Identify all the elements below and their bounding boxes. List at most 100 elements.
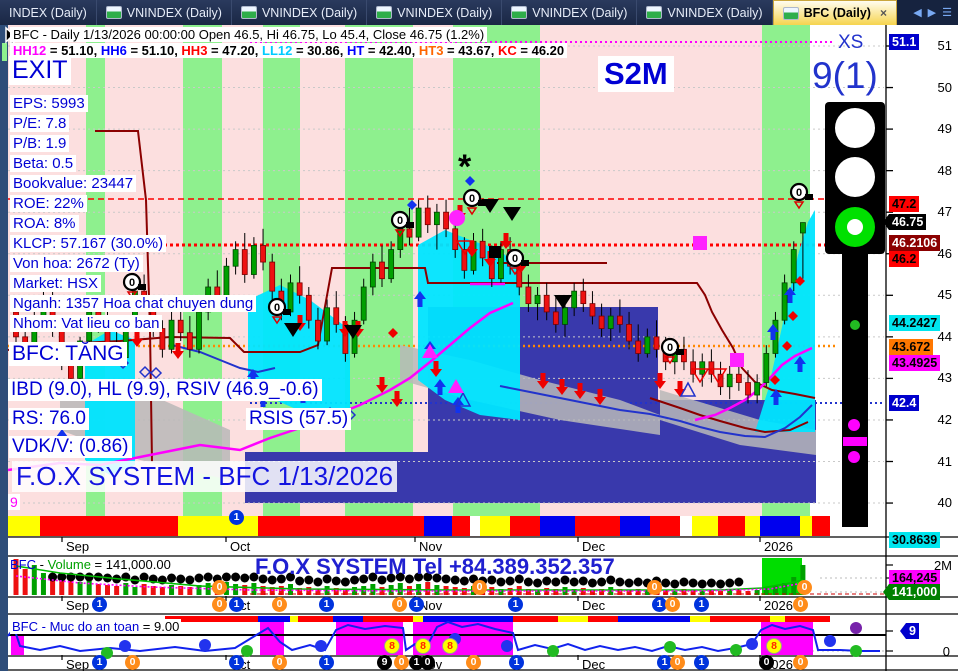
axis-marker: 0	[394, 655, 409, 670]
price-tick: 48	[937, 162, 952, 178]
axis-marker: 9	[377, 655, 392, 670]
safety-value: = 9.00	[139, 619, 180, 634]
star-marker: *	[458, 148, 472, 186]
chart-icon	[376, 6, 393, 19]
fox-system-title: F.O.X SYSTEM - BFC 1/13/2026	[12, 461, 398, 492]
info-row: Nhom: Vat lieu co ban	[10, 315, 163, 332]
info-row: P/B: 1.9	[10, 135, 70, 152]
axis-badge: 43.672	[889, 339, 934, 355]
month-label: Nov	[419, 598, 443, 613]
price-tick: 51	[937, 38, 952, 53]
axis-marker: 1	[409, 597, 424, 612]
volume-value: = 141,000.00	[90, 557, 171, 572]
tab-bfc-daily[interactable]: BFC (Daily) ×	[772, 0, 897, 25]
axis-marker: 0	[472, 580, 487, 595]
safety-level-8: 8	[766, 638, 782, 654]
tab-vnindex-daily-[interactable]: VNINDEX (Daily)	[502, 0, 638, 25]
tab-vnindex-daily-[interactable]: VNINDEX (Daily)	[637, 0, 773, 25]
month-label: Sep	[66, 598, 90, 613]
month-label: Dec	[582, 657, 606, 671]
chart-icon	[240, 6, 257, 19]
inactive-tabs: INDEX (Daily) VNINDEX (Daily) VNINDEX (Dai…	[0, 0, 773, 25]
info-row: Market: HSX	[10, 275, 102, 292]
svg-text:0: 0	[129, 277, 135, 289]
axis-badge: 46.2	[889, 251, 920, 267]
axis-marker: 0	[420, 655, 435, 670]
tab-nav: ◀ ▶ ☰	[907, 0, 958, 25]
axis-marker: 1	[229, 655, 244, 670]
axis-badge: 46.2106	[889, 235, 941, 251]
info-row: Nganh: 1357 Hoa chat chuyen dung	[10, 295, 257, 312]
volume-axis-tick: 2M	[933, 558, 952, 573]
axis-marker: 0	[793, 655, 808, 670]
tab-vnindex-daily-[interactable]: VNINDEX (Daily)	[231, 0, 368, 25]
axis-marker: 0	[125, 655, 140, 670]
tab-bar: INDEX (Daily) VNINDEX (Daily) VNINDEX (Dai…	[0, 0, 958, 25]
tab-menu-icon[interactable]: ☰	[942, 7, 952, 19]
axis-marker: 0	[797, 580, 812, 595]
vdk-value: VDK/V: (0.86)	[9, 436, 132, 458]
prev-tab-icon[interactable]: ◀	[913, 7, 922, 19]
tab-vnindex-daily-[interactable]: VNINDEX (Daily)	[96, 0, 232, 25]
chart-title: BFC - Daily 1/13/2026 00:00:00 Open 46.5…	[10, 27, 488, 42]
info-row: Von hoa: 2672 (Ty)	[10, 255, 143, 272]
month-label: Nov	[419, 539, 443, 554]
indicator-values: HH12 = 51.10, HH6 = 51.10, HH3 = 47.20, …	[10, 43, 568, 58]
month-label: 2026	[764, 598, 793, 613]
axis-marker: 1	[229, 510, 244, 525]
axis-badge: 9	[900, 623, 919, 639]
safety-label: BFC - Muc do an toan = 9.00	[10, 619, 182, 634]
axis-marker: 1	[508, 597, 523, 612]
svg-text:0: 0	[397, 215, 403, 227]
safety-axis-zero: 0	[942, 644, 950, 659]
watermark-contact: F.O.X SYSTEM Tel +84.389.352.357	[255, 554, 615, 579]
count-label: 9	[8, 494, 20, 510]
info-row: ROA: 8%	[10, 215, 79, 232]
axis-badge: 141,000	[883, 584, 941, 600]
close-icon[interactable]: ×	[879, 6, 887, 20]
axis-marker: 0	[212, 580, 227, 595]
axis-marker: 0	[392, 597, 407, 612]
chart-icon	[105, 6, 122, 19]
chart-icon	[782, 6, 799, 20]
ibd-line: IBD (9.0), HL (9.9), RSIV (46.9_-0.6)	[8, 379, 322, 401]
xs-signal: XS	[838, 32, 864, 53]
axis-marker: 1	[652, 597, 667, 612]
info-row: Beta: 0.5	[10, 155, 77, 172]
axis-marker: 0	[759, 655, 774, 670]
volume-symbol: BFC	[10, 557, 36, 572]
axis-badge: 44.2427	[889, 315, 941, 331]
volume-label: BFC - Volume = 141,000.00	[10, 557, 171, 572]
info-row: ROE: 22%	[10, 195, 87, 212]
month-label: 2026	[764, 539, 793, 554]
tab-index-daily-[interactable]: INDEX (Daily)	[0, 0, 97, 25]
info-row: Bookvalue: 23447	[10, 175, 137, 192]
price-tick: 47	[937, 204, 952, 220]
next-tab-icon[interactable]: ▶	[927, 7, 937, 19]
axis-marker: 0	[647, 580, 662, 595]
trend-status: BFC: TĂNG	[9, 342, 127, 366]
axis-badge: 30.8639	[889, 532, 941, 548]
price-tick: 41	[937, 453, 952, 469]
axis-marker: 0	[670, 655, 685, 670]
safety-name: Muc do an toan	[49, 619, 140, 634]
month-label: Dec	[582, 598, 606, 613]
info-row: EPS: 5993	[10, 95, 88, 112]
price-tick: 43	[937, 370, 952, 386]
axis-marker: 1	[319, 597, 334, 612]
axis-badge: 164,245	[889, 570, 941, 586]
svg-text:0: 0	[796, 187, 802, 199]
price-tick: 46	[937, 245, 952, 261]
axis-badge: 51.1	[889, 34, 920, 50]
tab-vnindex-daily-[interactable]: VNINDEX (Daily)	[367, 0, 503, 25]
price-tick: 42	[937, 411, 952, 427]
safety-symbol: BFC	[12, 619, 38, 634]
rs-value: RS: 76.0	[9, 408, 89, 430]
count-signal: 9(1)	[812, 55, 878, 96]
axis-badge: 46.75	[883, 214, 927, 230]
month-label: Sep	[66, 539, 90, 554]
svg-text:0: 0	[512, 253, 518, 265]
axis-marker: 1	[229, 597, 244, 612]
axis-marker: 0	[272, 655, 287, 670]
